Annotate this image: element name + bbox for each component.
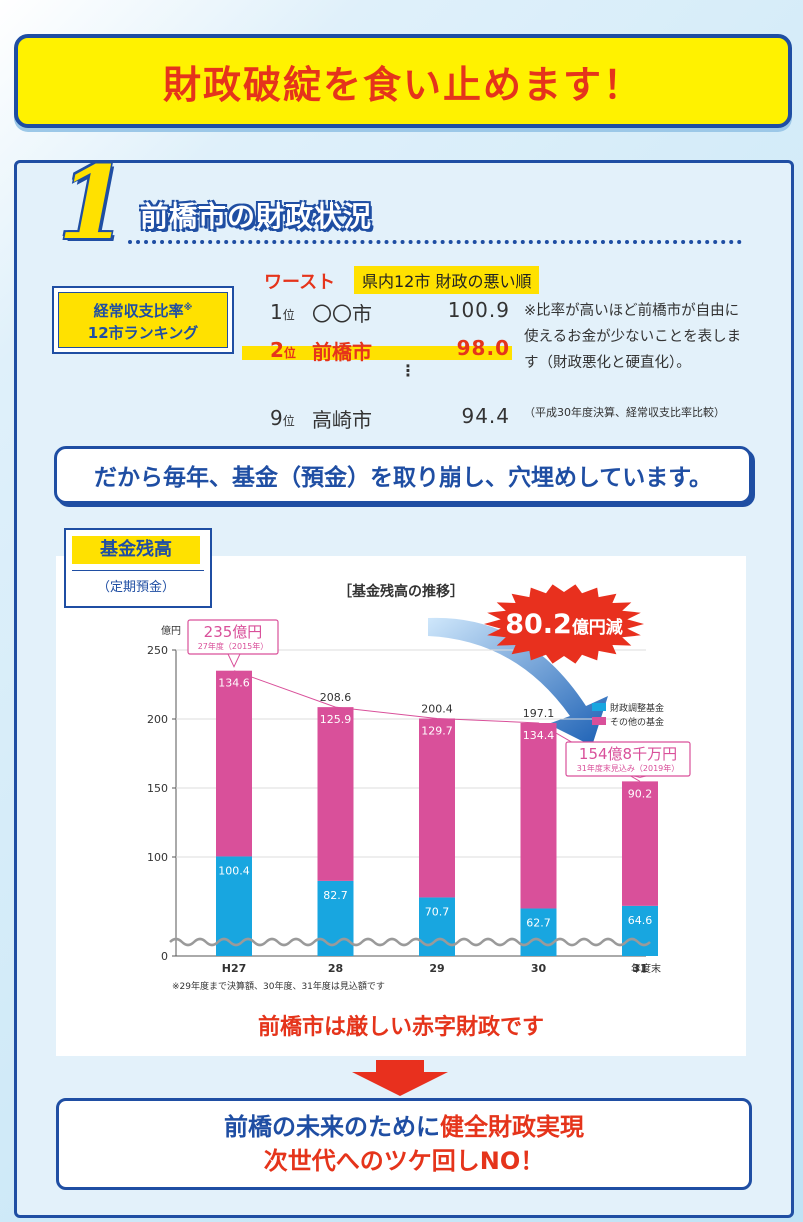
- burst-unit: 億円減: [572, 617, 623, 638]
- callout-main: 154億8千万円: [579, 745, 677, 763]
- rank-position: 9: [270, 406, 283, 430]
- ranking-source-note: （平成30年度決算、経常収支比率比較）: [524, 406, 725, 419]
- down-arrow-icon: [352, 1060, 448, 1096]
- data-label: 82.7: [323, 889, 348, 902]
- x-tick-label: 29: [429, 962, 444, 975]
- ranking-note: ※比率が高いほど前橋市が自由に使えるお金が少ないことを表します（財政悪化と硬直化…: [524, 303, 742, 371]
- rank-unit: 位: [283, 346, 296, 360]
- section-number: 1: [58, 144, 128, 262]
- rank-position: 1: [270, 300, 283, 324]
- axis-break-line: [169, 937, 651, 947]
- data-label: 125.9: [320, 713, 352, 726]
- x-axis-label: 年度末: [631, 962, 661, 975]
- callout-box: [565, 741, 691, 777]
- bottom-line1-a: 前橋の未来のために: [224, 1113, 440, 1141]
- y-tick-label: 200: [147, 713, 168, 726]
- data-label: 62.7: [526, 916, 551, 929]
- section-title: 前橋市の財政状況: [140, 200, 373, 233]
- y-axis-unit: 億円: [161, 624, 181, 637]
- y-tick-label: 0: [161, 950, 168, 963]
- chart-title: ［基金残高の推移］: [338, 583, 464, 600]
- x-tick-label: 28: [328, 962, 343, 975]
- decrease-burst: 80.2億円減: [484, 584, 644, 664]
- ranking-label-mark: ※: [183, 302, 193, 313]
- legend-label: その他の基金: [610, 716, 664, 728]
- fund-balance-chart: 0 100 150 200 250 100.4 134.6 H27 82.7 125.9 208.…: [147, 583, 691, 1040]
- burst-value: 80.2: [505, 609, 572, 640]
- chart-card: 0 100 150 200 250 100.4 134.6 H27 82.7 125.9 208.…: [56, 556, 746, 1056]
- data-label: 90.2: [628, 787, 653, 800]
- fund-title: 基金残高: [72, 536, 200, 564]
- chart-footnote: ※29年度まで決算額、30年度、31年度は見込額です: [172, 980, 385, 992]
- rank-row: 1位 〇〇市 100.9: [270, 296, 510, 326]
- rank-value: 94.4: [461, 404, 510, 428]
- highlight-bar: [242, 346, 512, 360]
- bar-segment-財政調整基金: [622, 905, 658, 956]
- data-label: 134.6: [218, 677, 250, 690]
- total-label: 200.4: [421, 702, 453, 715]
- rank-city: 高崎市: [312, 408, 372, 432]
- data-label: 129.7: [421, 724, 453, 737]
- callout-main: 235億円: [204, 623, 263, 641]
- dotted-divider: [128, 240, 742, 244]
- fund-label: 基金残高 （定期預金）: [64, 528, 212, 608]
- rank-city: 〇〇市: [312, 302, 372, 326]
- bottom-line1-b: 健全財政実現: [440, 1113, 584, 1141]
- rank-position: 2: [270, 338, 284, 362]
- ranking-label-line2: 12市ランキング: [87, 323, 199, 342]
- bar-segment-財政調整基金: [520, 908, 557, 956]
- callout-sub: 27年度（2015年）: [198, 641, 269, 651]
- x-tick-label: H27: [222, 962, 247, 975]
- rank-value: 100.9: [447, 298, 510, 322]
- rank-value: 98.0: [456, 336, 510, 360]
- conclusion-text: 前橋市は厳しい赤字財政です: [258, 1014, 544, 1040]
- bar-segment-その他の基金: [216, 670, 252, 857]
- y-tick-label: 250: [147, 644, 168, 657]
- callout-pointer: [227, 653, 241, 668]
- ranking-label-line1: 経常収支比率: [93, 301, 184, 320]
- data-label: 100.4: [218, 864, 250, 877]
- fund-subtitle: （定期預金）: [96, 580, 175, 595]
- bar-segment-その他の基金: [317, 707, 354, 881]
- rank-unit: 位: [282, 414, 295, 428]
- legend-swatch: [592, 717, 606, 725]
- bar-segment-その他の基金: [419, 718, 455, 898]
- x-tick-label: 30: [531, 962, 547, 975]
- fund-label-divider: [72, 570, 204, 571]
- y-tick-label: 150: [147, 782, 168, 795]
- total-label: 197.1: [523, 707, 555, 720]
- rank-row: 9位 高崎市 94.4: [270, 402, 510, 432]
- bottom-line2: 次世代へのツケ回しNO！: [263, 1147, 545, 1175]
- bar-segment-その他の基金: [622, 781, 658, 906]
- headline-banner: 財政破綻を食い止めます！: [14, 34, 792, 128]
- mid-banner: だから毎年、基金（預金）を取り崩し、穴埋めしています。: [54, 446, 752, 504]
- ranking-label: 経常収支比率※ 12市ランキング: [52, 286, 234, 354]
- data-label: 64.6: [628, 914, 653, 927]
- legend-label: 財政調整基金: [610, 702, 664, 714]
- x-tick-label: 31: [632, 962, 647, 975]
- callout-pointer: [633, 775, 647, 778]
- rank-unit: 位: [282, 308, 295, 322]
- headline-text: 財政破綻を食い止めます！: [162, 62, 643, 107]
- svg-text:80.2億円減: 80.2億円減: [505, 609, 623, 640]
- bar-segment-その他の基金: [520, 723, 557, 909]
- bottom-message: 前橋の未来のために健全財政実現 次世代へのツケ回しNO！: [56, 1098, 752, 1190]
- rank-city: 前橋市: [312, 340, 372, 364]
- callout-sub: 31年度末見込み（2019年）: [577, 763, 680, 773]
- legend-swatch: [592, 703, 606, 711]
- worst-label: ワースト: [264, 272, 336, 293]
- total-label: 208.6: [320, 691, 352, 704]
- data-label: 134.4: [523, 729, 555, 742]
- y-tick-label: 100: [147, 851, 168, 864]
- ellipsis-dots: ⋮: [400, 361, 416, 380]
- data-label: 70.7: [425, 905, 450, 918]
- worst-subtitle: 県内12市 財政の悪い順: [354, 266, 540, 294]
- bar-segment-財政調整基金: [419, 897, 455, 956]
- rank-row-highlight: 2位 前橋市 98.0: [270, 334, 510, 364]
